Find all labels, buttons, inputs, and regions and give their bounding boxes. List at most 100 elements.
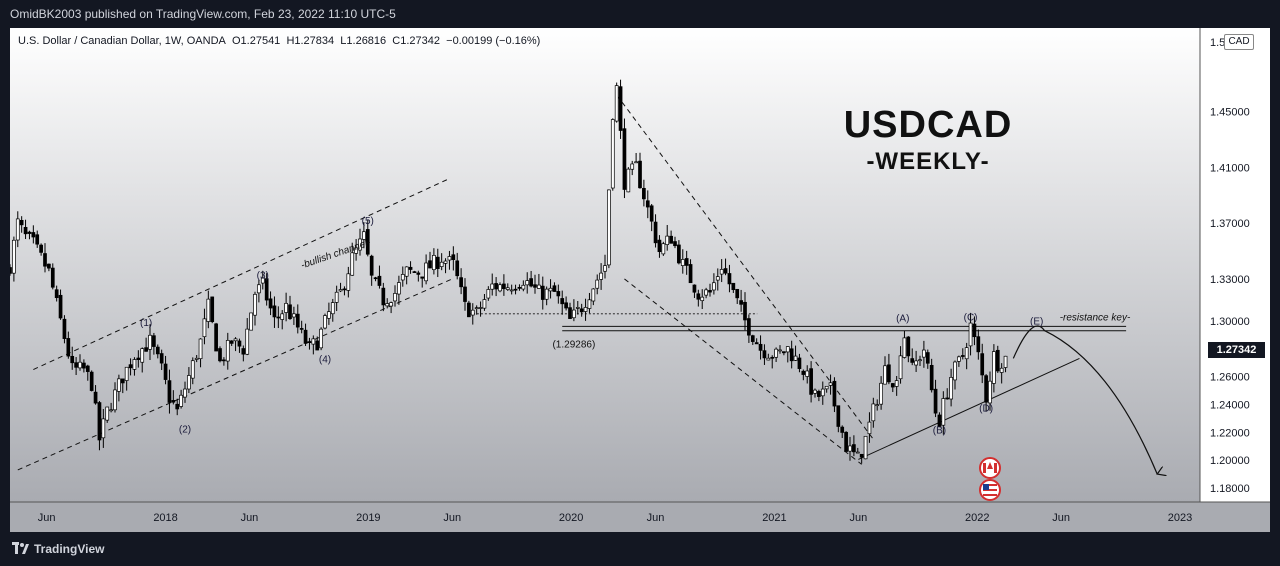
candle-body [525,280,530,286]
y-axis-ticks: 1.180001.200001.220001.240001.260001.280… [1210,37,1250,495]
price-axis-background [1200,28,1270,502]
candle-body [393,293,397,302]
currency-badge[interactable]: CAD [1224,34,1254,50]
usa-flag-icon[interactable] [979,479,1001,501]
candle-body [579,308,584,313]
candle-body [408,266,413,270]
candle-body [128,364,133,369]
candle-body [583,307,588,312]
candle-body [362,231,366,240]
candle-body [813,389,817,394]
candle-body [890,383,895,388]
footer-bar: TradingView [0,534,1280,566]
x-tick-label: Jun [38,512,56,524]
legend-close: C1.27342 [392,35,441,47]
candle-body [311,338,316,345]
tradingview-logo-icon [12,542,29,554]
candle-body [358,238,362,251]
x-tick-label: Jun [443,512,461,524]
candle-body [502,283,506,290]
symbol-legend[interactable]: U.S. Dollar / Canadian Dollar, 1W, OANDA… [18,35,540,47]
candle-body [918,359,922,362]
candle-body [575,307,580,309]
candle-body [175,403,180,410]
legend-low: L1.26816 [340,35,387,47]
candle-body [144,347,148,352]
candle-body [268,298,273,309]
candle-body [848,445,852,452]
candle-body [677,244,681,264]
candle-body [836,405,841,427]
candle-body [824,385,829,390]
candle-body [957,356,961,362]
x-tick-label: 2023 [1168,512,1192,524]
candle-body [719,269,724,275]
candle-body [680,259,685,266]
candle-body [529,278,533,287]
candle-body [540,285,545,300]
candle-body [39,244,43,253]
candle-body [93,391,98,404]
candle-body [630,163,635,170]
candle-body [381,287,386,306]
candle-body [894,380,899,387]
wave-label: (2) [179,424,191,435]
candle-body [960,355,965,357]
candle-body [883,365,887,385]
candle-body [708,290,712,293]
candle-body [70,355,75,364]
x-tick-label: Jun [241,512,259,524]
candle-body [43,253,47,267]
candle-body [739,300,743,305]
candle-body [416,272,421,275]
candle-body [163,363,168,380]
candle-body [412,271,417,273]
candle-body [319,328,323,349]
wave-label: (D) [979,403,993,414]
legend-high: H1.27834 [286,35,335,47]
candle-body [801,370,806,375]
candle-body [618,86,623,131]
candle-body [404,266,409,277]
candle-body [447,256,452,261]
candle-body [910,358,915,363]
candle-body [241,348,246,355]
candle-body [564,302,568,309]
candle-body [754,342,759,345]
candle-body [478,307,483,309]
candle-body [750,335,755,342]
candle-body [214,323,218,352]
candle-body [167,380,172,403]
resistance-key-label: -resistance key- [1060,312,1131,323]
canada-flag-icon[interactable] [979,457,1001,479]
candle-body [587,299,592,309]
legend-open: O1.27541 [231,35,281,47]
candle-body [999,367,1004,373]
candle-body [642,187,646,200]
candle-body [774,348,778,358]
candle-body [23,226,28,235]
candle-body [443,260,448,264]
candle-body [15,218,20,241]
candle-body [684,258,689,266]
candle-body [198,338,203,360]
candle-body [260,277,265,284]
candle-body [385,303,390,307]
candle-body [47,263,51,269]
candle-body [369,255,374,276]
ascending-trendline [858,357,1080,460]
candle-body [976,336,981,353]
x-tick-label: 2021 [762,512,786,524]
candle-body [350,252,355,276]
candle-body [152,335,156,347]
candle-body [1003,355,1008,368]
candle-body [844,431,848,452]
candle-body [832,380,837,407]
candle-body [817,391,821,397]
candle-body [505,287,510,290]
candle-body [599,272,603,280]
candle-body [218,348,222,362]
candle-body [700,296,705,302]
price-chart[interactable]: 1.180001.200001.220001.240001.260001.280… [10,28,1270,532]
candle-body [284,302,288,313]
